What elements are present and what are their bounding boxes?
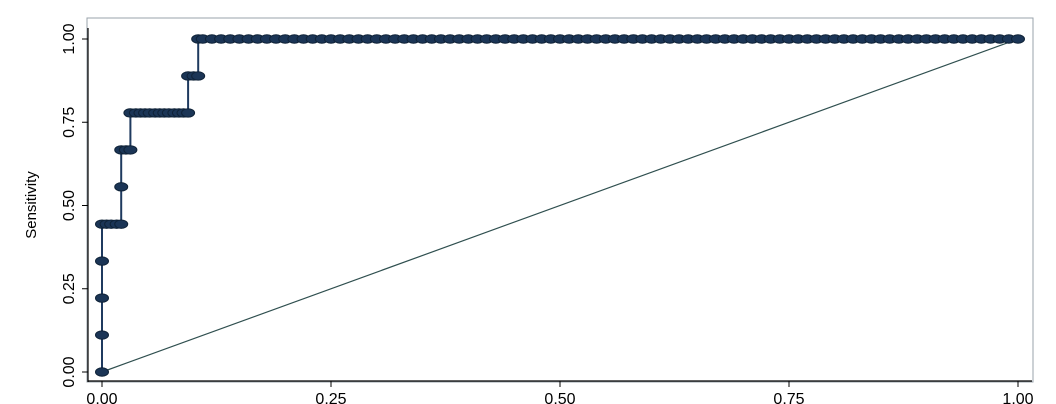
roc-point bbox=[123, 145, 138, 155]
y-tick-label: 0.50 bbox=[61, 190, 78, 221]
roc-point bbox=[95, 330, 109, 340]
y-tick-label: 0.25 bbox=[61, 273, 78, 304]
reference-line-group bbox=[101, 38, 1019, 373]
y-tick-label: 0.00 bbox=[61, 356, 78, 387]
roc-point bbox=[181, 108, 196, 118]
y-tick-label: 1.00 bbox=[61, 23, 78, 54]
x-tick-label: 0.25 bbox=[315, 391, 346, 404]
roc-curve-group bbox=[95, 34, 1025, 377]
tick-labels: 0.00 0.25 0.50 0.75 1.00 0.00 0.25 0.50 0.75 1.00 bbox=[61, 23, 1033, 404]
y-axis-title: Sensitivity bbox=[23, 171, 40, 239]
x-tick-label: 0.00 bbox=[86, 391, 117, 404]
roc-point bbox=[95, 256, 109, 266]
roc-point bbox=[114, 219, 129, 229]
axes bbox=[82, 17, 1034, 387]
roc-point bbox=[114, 182, 129, 192]
roc-point bbox=[95, 293, 109, 303]
roc-point bbox=[1011, 34, 1025, 44]
roc-point bbox=[95, 367, 109, 377]
x-tick-label: 1.00 bbox=[1002, 391, 1033, 404]
roc-point bbox=[191, 71, 206, 81]
plot-region bbox=[86, 17, 1034, 383]
x-tick-label: 0.75 bbox=[773, 391, 804, 404]
x-tick-label: 0.50 bbox=[544, 391, 575, 404]
reference-line bbox=[101, 38, 1019, 373]
y-tick-label: 0.75 bbox=[61, 107, 78, 138]
